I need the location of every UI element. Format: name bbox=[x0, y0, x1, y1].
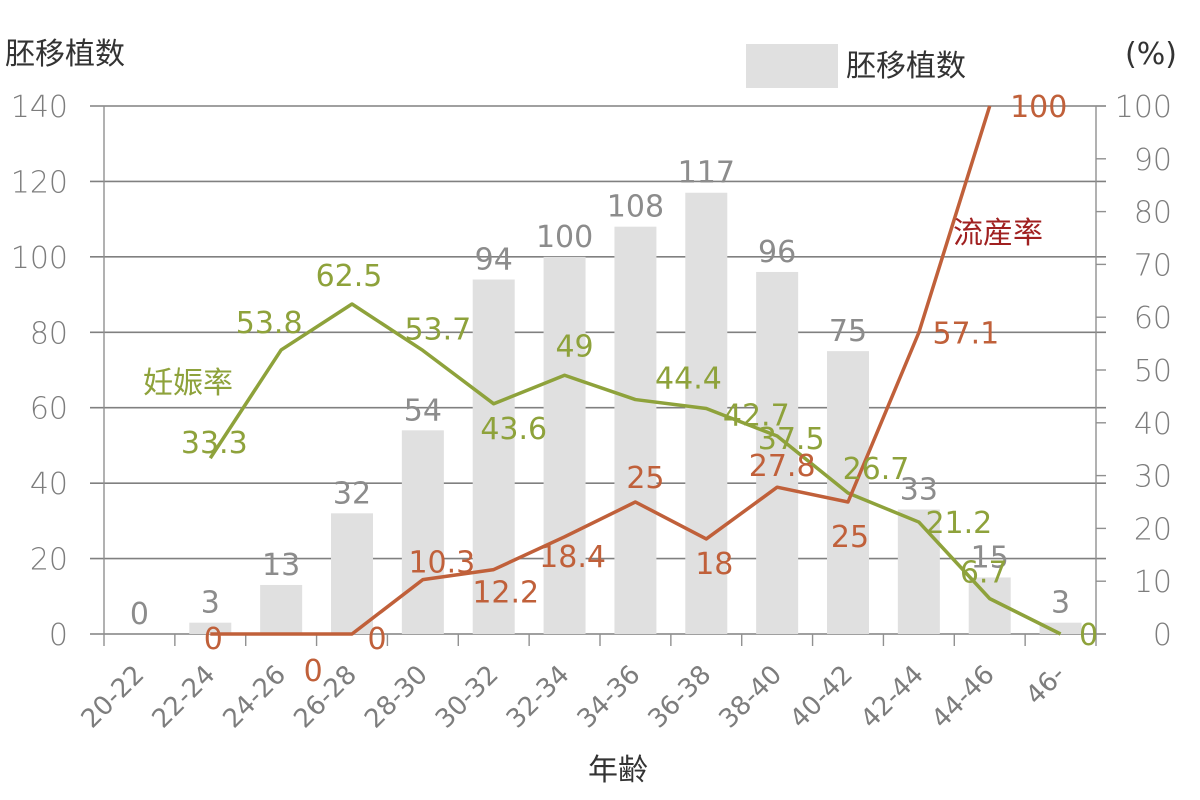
x-tick-label: 46- bbox=[1020, 660, 1071, 711]
y-right-tick-label: 10 bbox=[1134, 565, 1172, 600]
miscarriage-rate-value-label: 25 bbox=[831, 520, 869, 555]
data-labels: 0 31332549410010811796753315333.353.862.5… bbox=[130, 90, 1098, 689]
y-right-tick-label: 80 bbox=[1134, 196, 1172, 231]
y-right-tick-label: 100 bbox=[1115, 90, 1172, 125]
axes: 0204060801001201400102030405060708090100… bbox=[11, 90, 1172, 734]
pregnancy-rate-value-label: 21.2 bbox=[925, 506, 992, 541]
bar-value-label: 75 bbox=[829, 314, 867, 349]
x-axis-title: 年齢 bbox=[588, 753, 648, 788]
pregnancy-rate-value-label: 43.6 bbox=[480, 412, 547, 447]
pregnancy-rate-value-label: 6.7 bbox=[960, 556, 1008, 591]
miscarriage-rate-value-label: 0 bbox=[367, 622, 386, 657]
legend-label-embryo-transfers: 胚移植数 bbox=[846, 49, 966, 84]
legend: 胚移植数 bbox=[746, 44, 966, 88]
bar-value-label: 0 bbox=[130, 597, 149, 632]
bar bbox=[189, 622, 232, 634]
x-tick-label: 26-28 bbox=[288, 660, 363, 735]
pregnancy-rate-value-label: 33.3 bbox=[181, 426, 248, 461]
right-axis-title: (%) bbox=[1125, 37, 1177, 72]
y-right-tick-label: 70 bbox=[1134, 248, 1172, 283]
y-left-tick-label: 20 bbox=[30, 543, 68, 578]
bar-value-label: 33 bbox=[900, 473, 938, 508]
x-tick-label: 40-42 bbox=[784, 660, 859, 735]
pregnancy-rate-value-label: 0 bbox=[1079, 618, 1098, 653]
y-right-tick-label: 40 bbox=[1134, 407, 1172, 442]
bar-value-label: 13 bbox=[262, 548, 300, 583]
miscarriage-rate-value-label: 0 bbox=[304, 654, 323, 689]
bar bbox=[1039, 622, 1082, 634]
bar-value-label: 108 bbox=[607, 190, 664, 225]
pregnancy-rate-value-label: 53.7 bbox=[404, 312, 471, 347]
y-left-tick-label: 0 bbox=[49, 618, 68, 653]
miscarriage-rate-value-label: 18.4 bbox=[539, 540, 606, 575]
bar bbox=[897, 509, 940, 634]
y-left-tick-label: 100 bbox=[11, 241, 68, 276]
y-right-tick-label: 0 bbox=[1153, 618, 1172, 653]
pregnancy-rate-line bbox=[208, 302, 1062, 636]
y-right-tick-label: 60 bbox=[1134, 301, 1172, 336]
miscarriage-rate-value-label: 25 bbox=[626, 461, 664, 496]
y-right-tick-label: 20 bbox=[1134, 512, 1172, 547]
bar-value-label: 96 bbox=[758, 235, 796, 270]
bar-value-label: 3 bbox=[1051, 586, 1070, 621]
miscarriage-rate-value-label: 100 bbox=[1010, 90, 1067, 125]
y-left-tick-label: 40 bbox=[30, 467, 68, 502]
x-tick-label: 42-44 bbox=[855, 660, 930, 735]
y-left-tick-label: 140 bbox=[11, 90, 68, 125]
miscarriage-rate-value-label: 12.2 bbox=[472, 576, 539, 611]
y-right-tick-label: 90 bbox=[1134, 143, 1172, 178]
x-tick-label: 44-46 bbox=[926, 660, 1001, 735]
bar bbox=[331, 513, 373, 634]
x-tick-label: 38-40 bbox=[713, 660, 788, 735]
y-right-tick-label: 30 bbox=[1134, 460, 1172, 495]
grid bbox=[90, 105, 1106, 635]
bar bbox=[756, 271, 799, 634]
pregnancy-rate-value-label: 37.5 bbox=[758, 422, 825, 457]
bar bbox=[614, 226, 657, 634]
miscarriage-rate-line bbox=[210, 105, 992, 636]
bar-value-label: 100 bbox=[536, 220, 593, 255]
x-tick-label: 36-38 bbox=[643, 660, 718, 735]
bar-value-label: 3 bbox=[201, 586, 220, 621]
x-tick-label: 22-24 bbox=[147, 660, 222, 735]
bar bbox=[401, 430, 444, 634]
pregnancy-rate-value-label: 62.5 bbox=[316, 259, 383, 294]
y-left-tick-label: 60 bbox=[30, 392, 68, 427]
y-right-tick-label: 50 bbox=[1134, 354, 1172, 389]
miscarriage-rate-value-label: 18 bbox=[695, 547, 733, 582]
bar bbox=[543, 256, 586, 634]
bar-value-label: 54 bbox=[404, 393, 442, 428]
bar bbox=[260, 584, 303, 634]
pregnancy-rate-value-label: 53.8 bbox=[236, 306, 303, 341]
x-tick-label: 34-36 bbox=[572, 660, 647, 735]
miscarriage-rate-series-label: 流産率 bbox=[953, 216, 1043, 251]
x-tick-label: 24-26 bbox=[217, 660, 292, 735]
pregnancy-rate-value-label: 49 bbox=[555, 329, 593, 364]
miscarriage-rate-value-label: 10.3 bbox=[408, 546, 475, 581]
lines bbox=[208, 105, 1062, 636]
miscarriage-rate-value-label: 27.8 bbox=[749, 449, 816, 484]
bar bbox=[472, 279, 515, 634]
pregnancy-rate-value-label: 44.4 bbox=[655, 362, 722, 397]
bar-value-label: 94 bbox=[475, 242, 513, 277]
x-tick-label: 30-32 bbox=[430, 660, 505, 735]
x-tick-label: 28-30 bbox=[359, 660, 434, 735]
legend-swatch-embryo-transfers bbox=[746, 44, 838, 88]
x-tick-label: 20-22 bbox=[76, 660, 151, 735]
y-left-tick-label: 120 bbox=[11, 165, 68, 200]
bar-value-label: 117 bbox=[678, 156, 735, 191]
y-left-tick-label: 80 bbox=[30, 316, 68, 351]
x-tick-label: 32-34 bbox=[501, 660, 576, 735]
pregnancy-rate-series-label: 妊娠率 bbox=[143, 366, 233, 401]
left-axis-title: 胚移植数 bbox=[5, 37, 125, 72]
pregnancy-rate-value-label: 42.7 bbox=[723, 399, 790, 434]
bar-value-label: 15 bbox=[971, 540, 1009, 575]
miscarriage-rate-value-label: 57.1 bbox=[932, 317, 999, 352]
pregnancy-rate-value-label: 26.7 bbox=[843, 452, 910, 487]
miscarriage-rate-value-label: 0 bbox=[204, 622, 223, 657]
bar-value-label: 32 bbox=[333, 476, 371, 511]
